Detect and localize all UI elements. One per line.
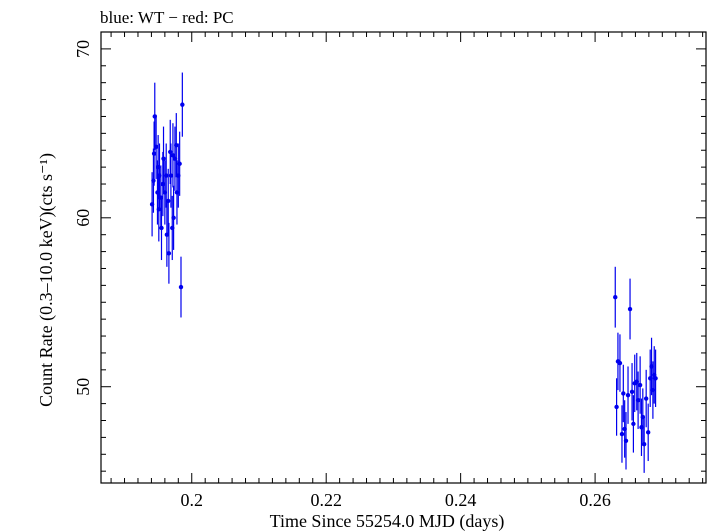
data-point bbox=[171, 215, 176, 221]
data-point bbox=[627, 306, 633, 312]
axis-ticks bbox=[101, 31, 706, 483]
data-point bbox=[166, 251, 172, 256]
x-axis-label: Time Since 55254.0 MJD (days) bbox=[270, 511, 505, 532]
data-point bbox=[156, 207, 162, 212]
data-points bbox=[149, 72, 658, 473]
data-point bbox=[170, 153, 176, 158]
data-point bbox=[161, 156, 166, 161]
data-point bbox=[645, 430, 651, 435]
data-point bbox=[166, 198, 171, 204]
y-tick-label: 50 bbox=[73, 378, 93, 396]
data-point bbox=[164, 232, 170, 237]
data-point bbox=[625, 392, 631, 398]
y-axis-label: Count Rate (0.3–10.0 keV)(cts s⁻¹) bbox=[36, 153, 57, 407]
plot-frame bbox=[100, 31, 707, 484]
y-tick-label: 70 bbox=[73, 40, 93, 58]
y-tick-label: 60 bbox=[73, 209, 93, 227]
data-point bbox=[151, 151, 157, 156]
series-wt-late bbox=[613, 266, 658, 473]
data-point bbox=[619, 431, 625, 437]
data-point bbox=[159, 225, 164, 231]
chart-title: blue: WT − red: PC bbox=[100, 8, 234, 27]
x-tick-label: 0.24 bbox=[445, 490, 477, 510]
data-point bbox=[178, 284, 184, 290]
series-wt bbox=[149, 72, 185, 318]
data-point bbox=[164, 173, 169, 178]
data-point bbox=[151, 178, 156, 183]
data-point bbox=[168, 173, 174, 178]
x-tick-label: 0.22 bbox=[310, 490, 342, 510]
axis-tick-labels: 0.2 0.22 0.24 0.26 50 60 70 bbox=[73, 40, 611, 510]
plot-axes bbox=[100, 31, 707, 484]
data-point bbox=[614, 404, 619, 410]
data-point bbox=[631, 421, 636, 427]
x-tick-label: 0.26 bbox=[579, 490, 611, 510]
data-point bbox=[617, 360, 623, 366]
data-point bbox=[623, 438, 629, 443]
data-point bbox=[641, 441, 647, 447]
data-point bbox=[635, 398, 641, 403]
data-point bbox=[643, 396, 649, 401]
data-point bbox=[177, 161, 182, 166]
data-point bbox=[629, 389, 635, 394]
data-point bbox=[153, 144, 159, 150]
data-point bbox=[637, 382, 643, 388]
data-point bbox=[180, 102, 185, 107]
data-point bbox=[621, 391, 626, 396]
data-point bbox=[653, 376, 658, 381]
x-tick-label: 0.2 bbox=[181, 490, 204, 510]
data-point bbox=[613, 294, 618, 300]
data-point bbox=[174, 142, 179, 148]
